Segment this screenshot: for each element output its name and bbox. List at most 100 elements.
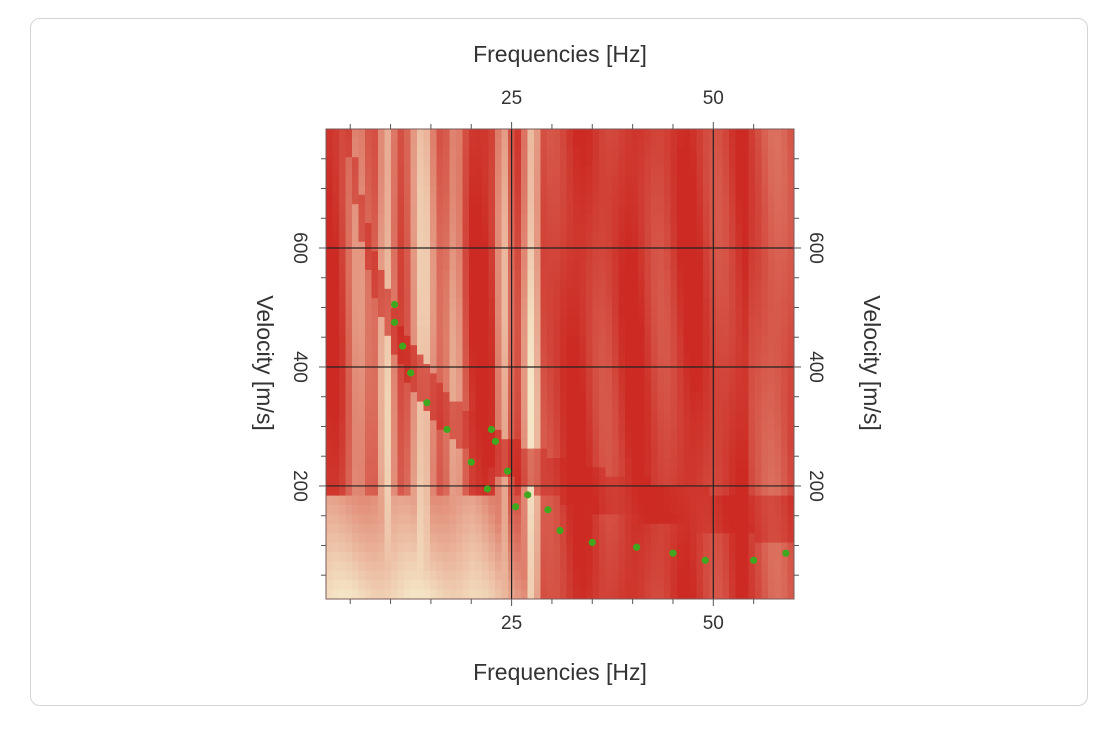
heatmap-cell (761, 298, 769, 309)
heatmap-cell (631, 401, 639, 412)
heatmap-cell (612, 251, 620, 262)
heatmap-cell (482, 307, 490, 318)
heatmap-cell (696, 307, 704, 318)
heatmap-cell (664, 147, 672, 158)
heatmap-cell (404, 589, 412, 599)
heatmap-cell (482, 138, 490, 149)
heatmap-cell (690, 166, 698, 177)
heatmap-cell (644, 382, 652, 393)
heatmap-cell (618, 589, 626, 599)
heatmap-cell (547, 373, 555, 384)
heatmap-cell (540, 429, 548, 440)
heatmap-cell (417, 270, 425, 280)
heatmap-cell (417, 429, 425, 440)
heatmap-cell (469, 561, 477, 572)
heatmap-cell (358, 486, 366, 497)
heatmap-cell (670, 589, 678, 599)
heatmap-cell (345, 129, 353, 139)
heatmap-cell (352, 335, 360, 346)
heatmap-cell (670, 505, 678, 515)
heatmap-cell (404, 420, 412, 431)
heatmap-cell (644, 570, 652, 581)
heatmap-cell (488, 335, 496, 346)
heatmap-cell (423, 176, 431, 186)
picked-point (588, 538, 596, 547)
heatmap-cell (404, 129, 412, 139)
heatmap-cell (540, 486, 548, 497)
heatmap-cell (547, 561, 555, 572)
heatmap-cell (326, 382, 334, 393)
heatmap-cell (592, 232, 600, 243)
heatmap-cell (488, 232, 496, 243)
heatmap-cell (670, 288, 678, 299)
heatmap-cell (657, 138, 665, 149)
heatmap-cell (722, 523, 730, 534)
heatmap-cell (716, 552, 724, 562)
heatmap-cell (748, 467, 756, 478)
heatmap-cell (469, 270, 477, 280)
heatmap-cell (384, 129, 392, 139)
heatmap-cell (579, 373, 587, 384)
heatmap-cell (482, 570, 490, 581)
heatmap-cell (501, 335, 509, 346)
heatmap-cell (683, 505, 691, 515)
heatmap-cell (755, 439, 763, 450)
heatmap-cell (384, 486, 392, 497)
heatmap-cell (787, 194, 794, 205)
heatmap-cell (488, 580, 496, 591)
heatmap-cell (332, 157, 340, 168)
heatmap-cell (677, 298, 685, 309)
heatmap-cell (761, 288, 769, 299)
heatmap-cell (651, 439, 659, 450)
heatmap-cell (339, 288, 347, 299)
heatmap-cell (501, 401, 509, 412)
heatmap-cell (326, 364, 334, 374)
heatmap-cell (690, 335, 698, 346)
heatmap-cell (755, 561, 763, 572)
heatmap-cell (417, 335, 425, 346)
heatmap-cell (371, 382, 379, 393)
heatmap-cell (443, 138, 451, 149)
heatmap-cell (735, 458, 743, 468)
heatmap-cell (332, 345, 340, 356)
heatmap-cell (631, 439, 639, 450)
heatmap-cell (430, 589, 438, 599)
heatmap-cell (781, 392, 789, 403)
heatmap-cell (501, 580, 509, 591)
heatmap-cell (761, 129, 769, 139)
heatmap-cell (560, 523, 568, 534)
heatmap-cell (482, 232, 490, 243)
heatmap-cell (423, 317, 431, 327)
heatmap-cell (547, 241, 555, 252)
heatmap-cell (742, 204, 750, 215)
heatmap-cell (358, 223, 366, 233)
heatmap-cell (469, 147, 477, 158)
heatmap-cell (664, 241, 672, 252)
heatmap-cell (657, 279, 665, 290)
heatmap-cell (339, 270, 347, 280)
heatmap-cell (755, 514, 763, 525)
heatmap-cell (618, 223, 626, 233)
heatmap-cell (521, 505, 529, 515)
heatmap-cell (761, 157, 769, 168)
heatmap-cell (592, 157, 600, 168)
heatmap-cell (703, 439, 711, 450)
heatmap-cell (690, 129, 698, 139)
heatmap-cell (657, 589, 665, 599)
heatmap-cell (638, 176, 646, 186)
heatmap-cell (768, 260, 776, 271)
heatmap-cell (521, 439, 529, 450)
heatmap-cell (612, 232, 620, 243)
heatmap-cell (410, 129, 418, 139)
heatmap-cell (703, 176, 711, 186)
heatmap-cell (514, 232, 522, 243)
heatmap-cell (495, 335, 503, 346)
heatmap-cell (378, 542, 386, 553)
heatmap-cell (683, 448, 691, 459)
heatmap-cell (553, 298, 561, 309)
heatmap-cell (729, 213, 737, 224)
heatmap-cell (781, 411, 789, 421)
heatmap-cell (456, 467, 464, 478)
heatmap-cell (690, 364, 698, 374)
heatmap-cell (358, 542, 366, 553)
